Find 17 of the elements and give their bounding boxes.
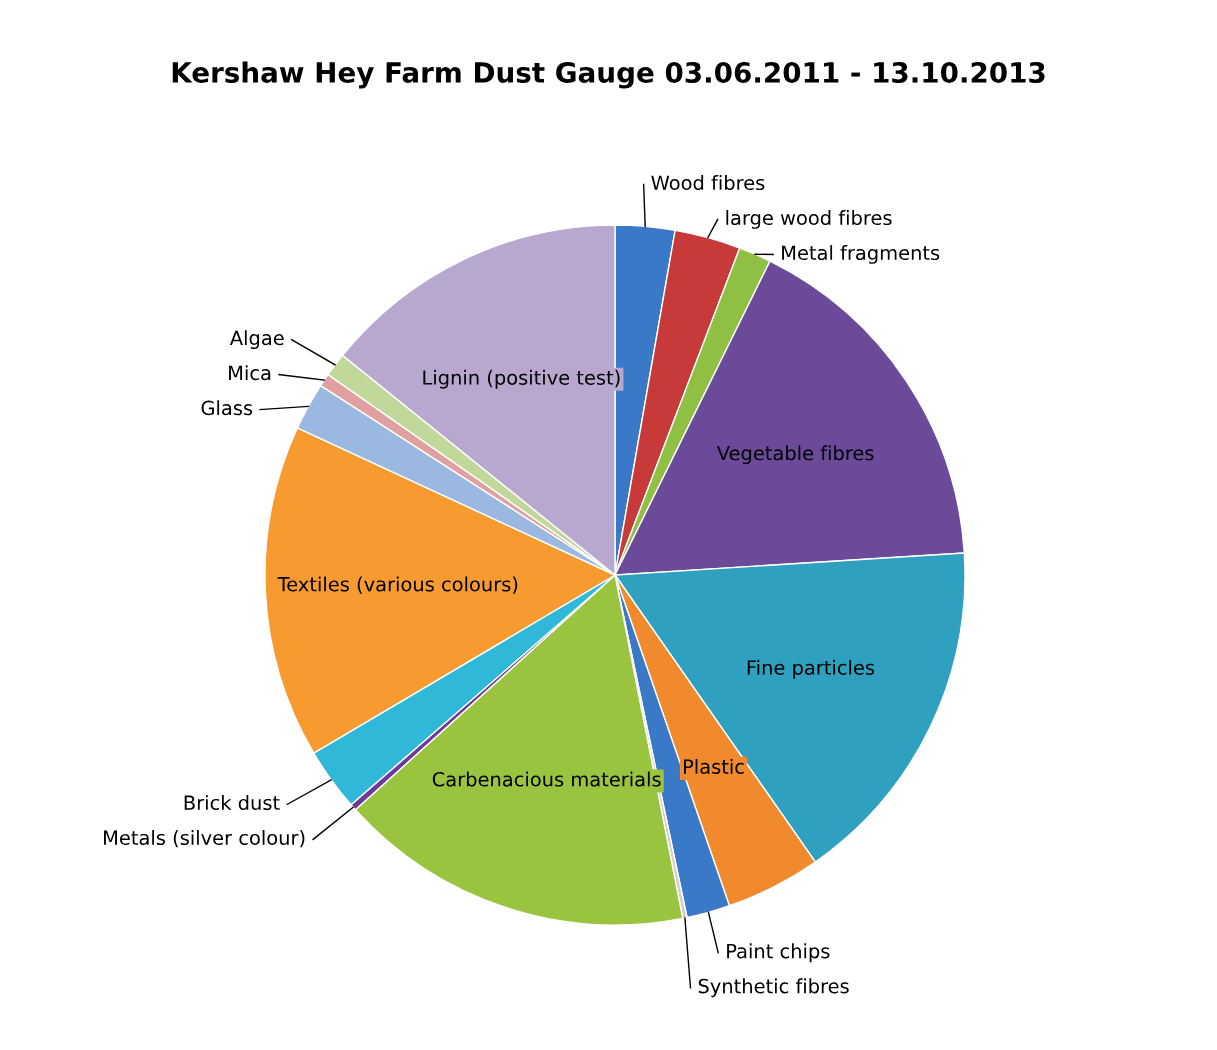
slice-label: large wood fibres	[726, 210, 892, 229]
slice-label: Textiles (various colours)	[277, 576, 518, 594]
slice-label: Wood fibres	[651, 175, 765, 191]
slice-label: Algae	[229, 330, 284, 350]
slice-label: Glass	[201, 400, 253, 416]
slice-label: Vegetable fibres	[716, 445, 874, 465]
chart-title: Kershaw Hey Farm Dust Gauge 03.06.2011 - 13.10.2013	[172, 61, 1045, 89]
slice-label: Carbenacious materials	[432, 771, 661, 787]
slice-label: Paint chips	[727, 943, 830, 963]
slice-label: Synthetic fibres	[698, 978, 849, 998]
slice-label: Lignin (positive test)	[423, 369, 620, 389]
slice-label: Fine particles	[747, 659, 875, 679]
slice-label: Plastic	[683, 758, 744, 774]
slice-label: Metals (silver colour)	[104, 830, 305, 848]
slice-label: Mica	[229, 365, 271, 381]
slice-label: Metal fragments	[782, 245, 940, 264]
slice-label: Brick dust	[184, 795, 280, 811]
